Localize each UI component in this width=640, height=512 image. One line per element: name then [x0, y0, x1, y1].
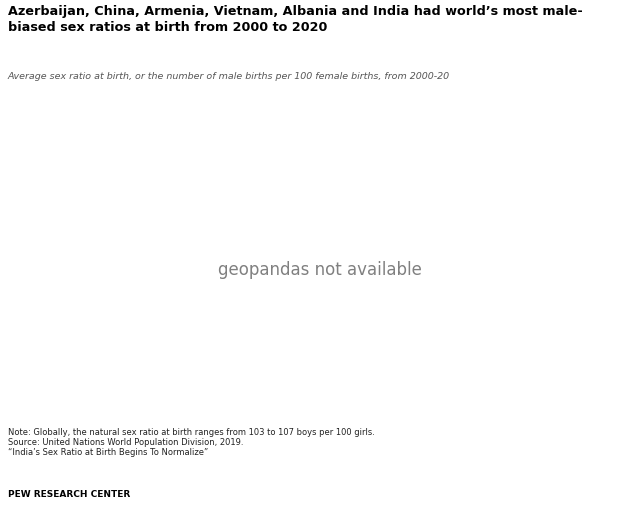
- Text: Note: Globally, the natural sex ratio at birth ranges from 103 to 107 boys per 1: Note: Globally, the natural sex ratio at…: [8, 428, 374, 457]
- Text: Average sex ratio at birth, or the number of male births per 100 female births, : Average sex ratio at birth, or the numbe…: [8, 72, 450, 81]
- Text: Azerbaijan, China, Armenia, Vietnam, Albania and India had world’s most male-
bi: Azerbaijan, China, Armenia, Vietnam, Alb…: [8, 5, 582, 34]
- Text: PEW RESEARCH CENTER: PEW RESEARCH CENTER: [8, 490, 130, 499]
- Text: geopandas not available: geopandas not available: [218, 261, 422, 279]
